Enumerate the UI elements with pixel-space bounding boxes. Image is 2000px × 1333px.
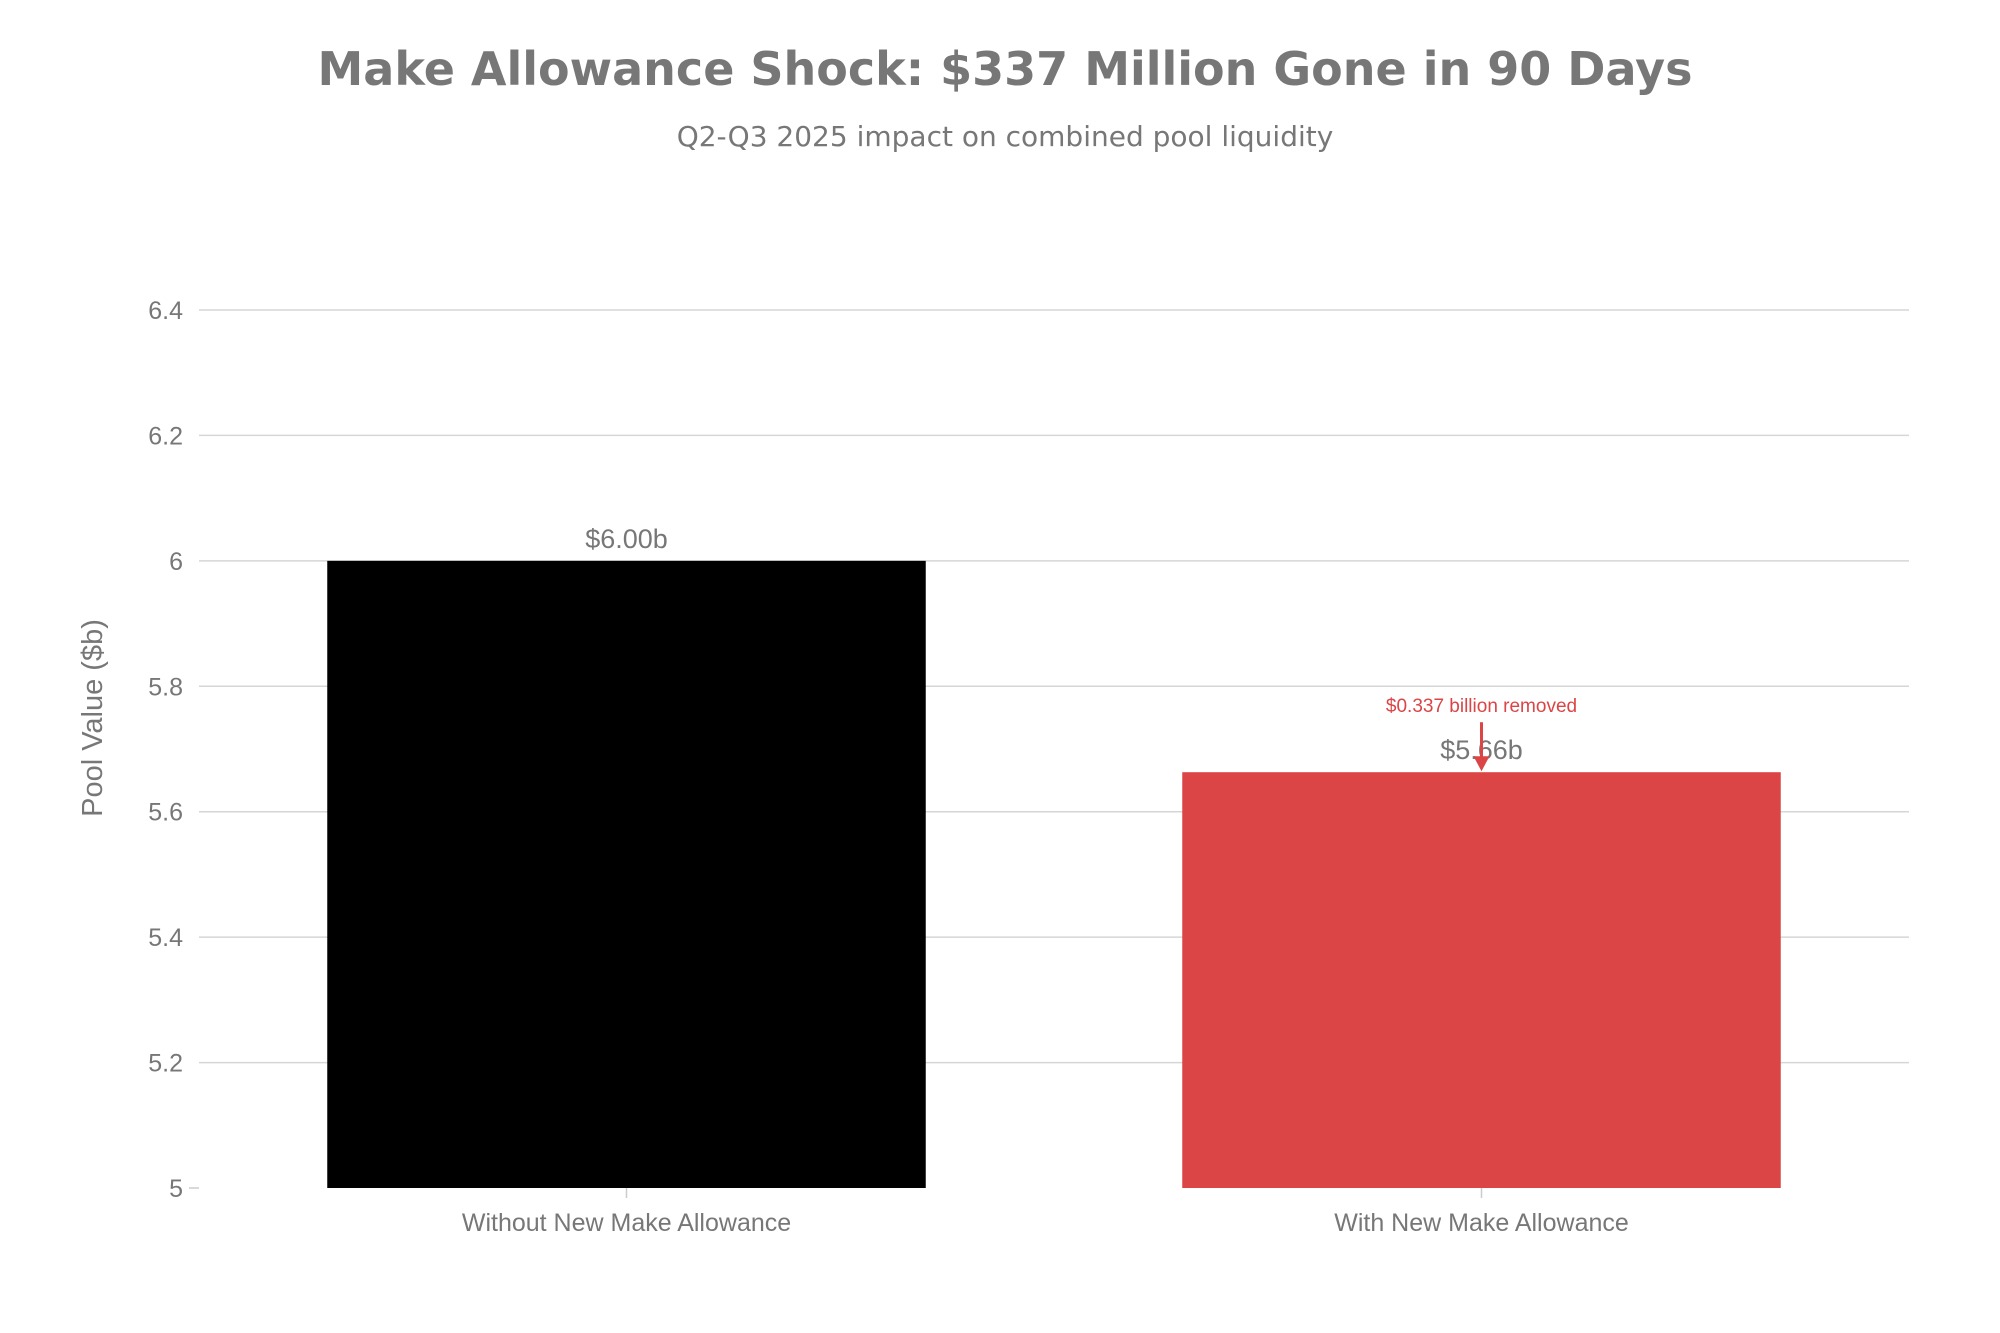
chart-subtitle: Q2-Q3 2025 impact on combined pool liqui…	[677, 120, 1334, 153]
bar	[1182, 772, 1781, 1188]
bar	[327, 560, 926, 1188]
y-tick-label: 5.8	[148, 673, 183, 701]
y-axis-title: Pool Value ($b)	[77, 619, 109, 817]
y-tick-label: 5	[169, 1175, 183, 1203]
x-tick-label: With New Make Allowance	[1334, 1209, 1629, 1237]
y-tick-label: 5.2	[148, 1050, 183, 1078]
y-tick-label: 5.4	[148, 924, 183, 952]
bars: Without New Make Allowance $6.00b With New…	[327, 524, 1781, 1237]
y-tick-label: 6	[169, 548, 183, 576]
annotation-arrow-head-icon	[1473, 756, 1490, 772]
y-tick-label: 6.2	[148, 422, 183, 450]
x-tick-label: Without New Make Allowance	[462, 1209, 791, 1237]
chart-title: Make Allowance Shock: $337 Million Gone …	[318, 42, 1693, 96]
annotation: $0.337 billion removed	[1386, 696, 1577, 772]
annotation-text: $0.337 billion removed	[1386, 696, 1577, 717]
y-axis-ticks: 5 5.2 5.4 5.6 5.8 6 6.2 6.4	[148, 297, 183, 1203]
y-tick-label: 6.4	[148, 297, 183, 325]
y-tick-label: 5.6	[148, 799, 183, 827]
data-label: $6.00b	[585, 524, 668, 554]
